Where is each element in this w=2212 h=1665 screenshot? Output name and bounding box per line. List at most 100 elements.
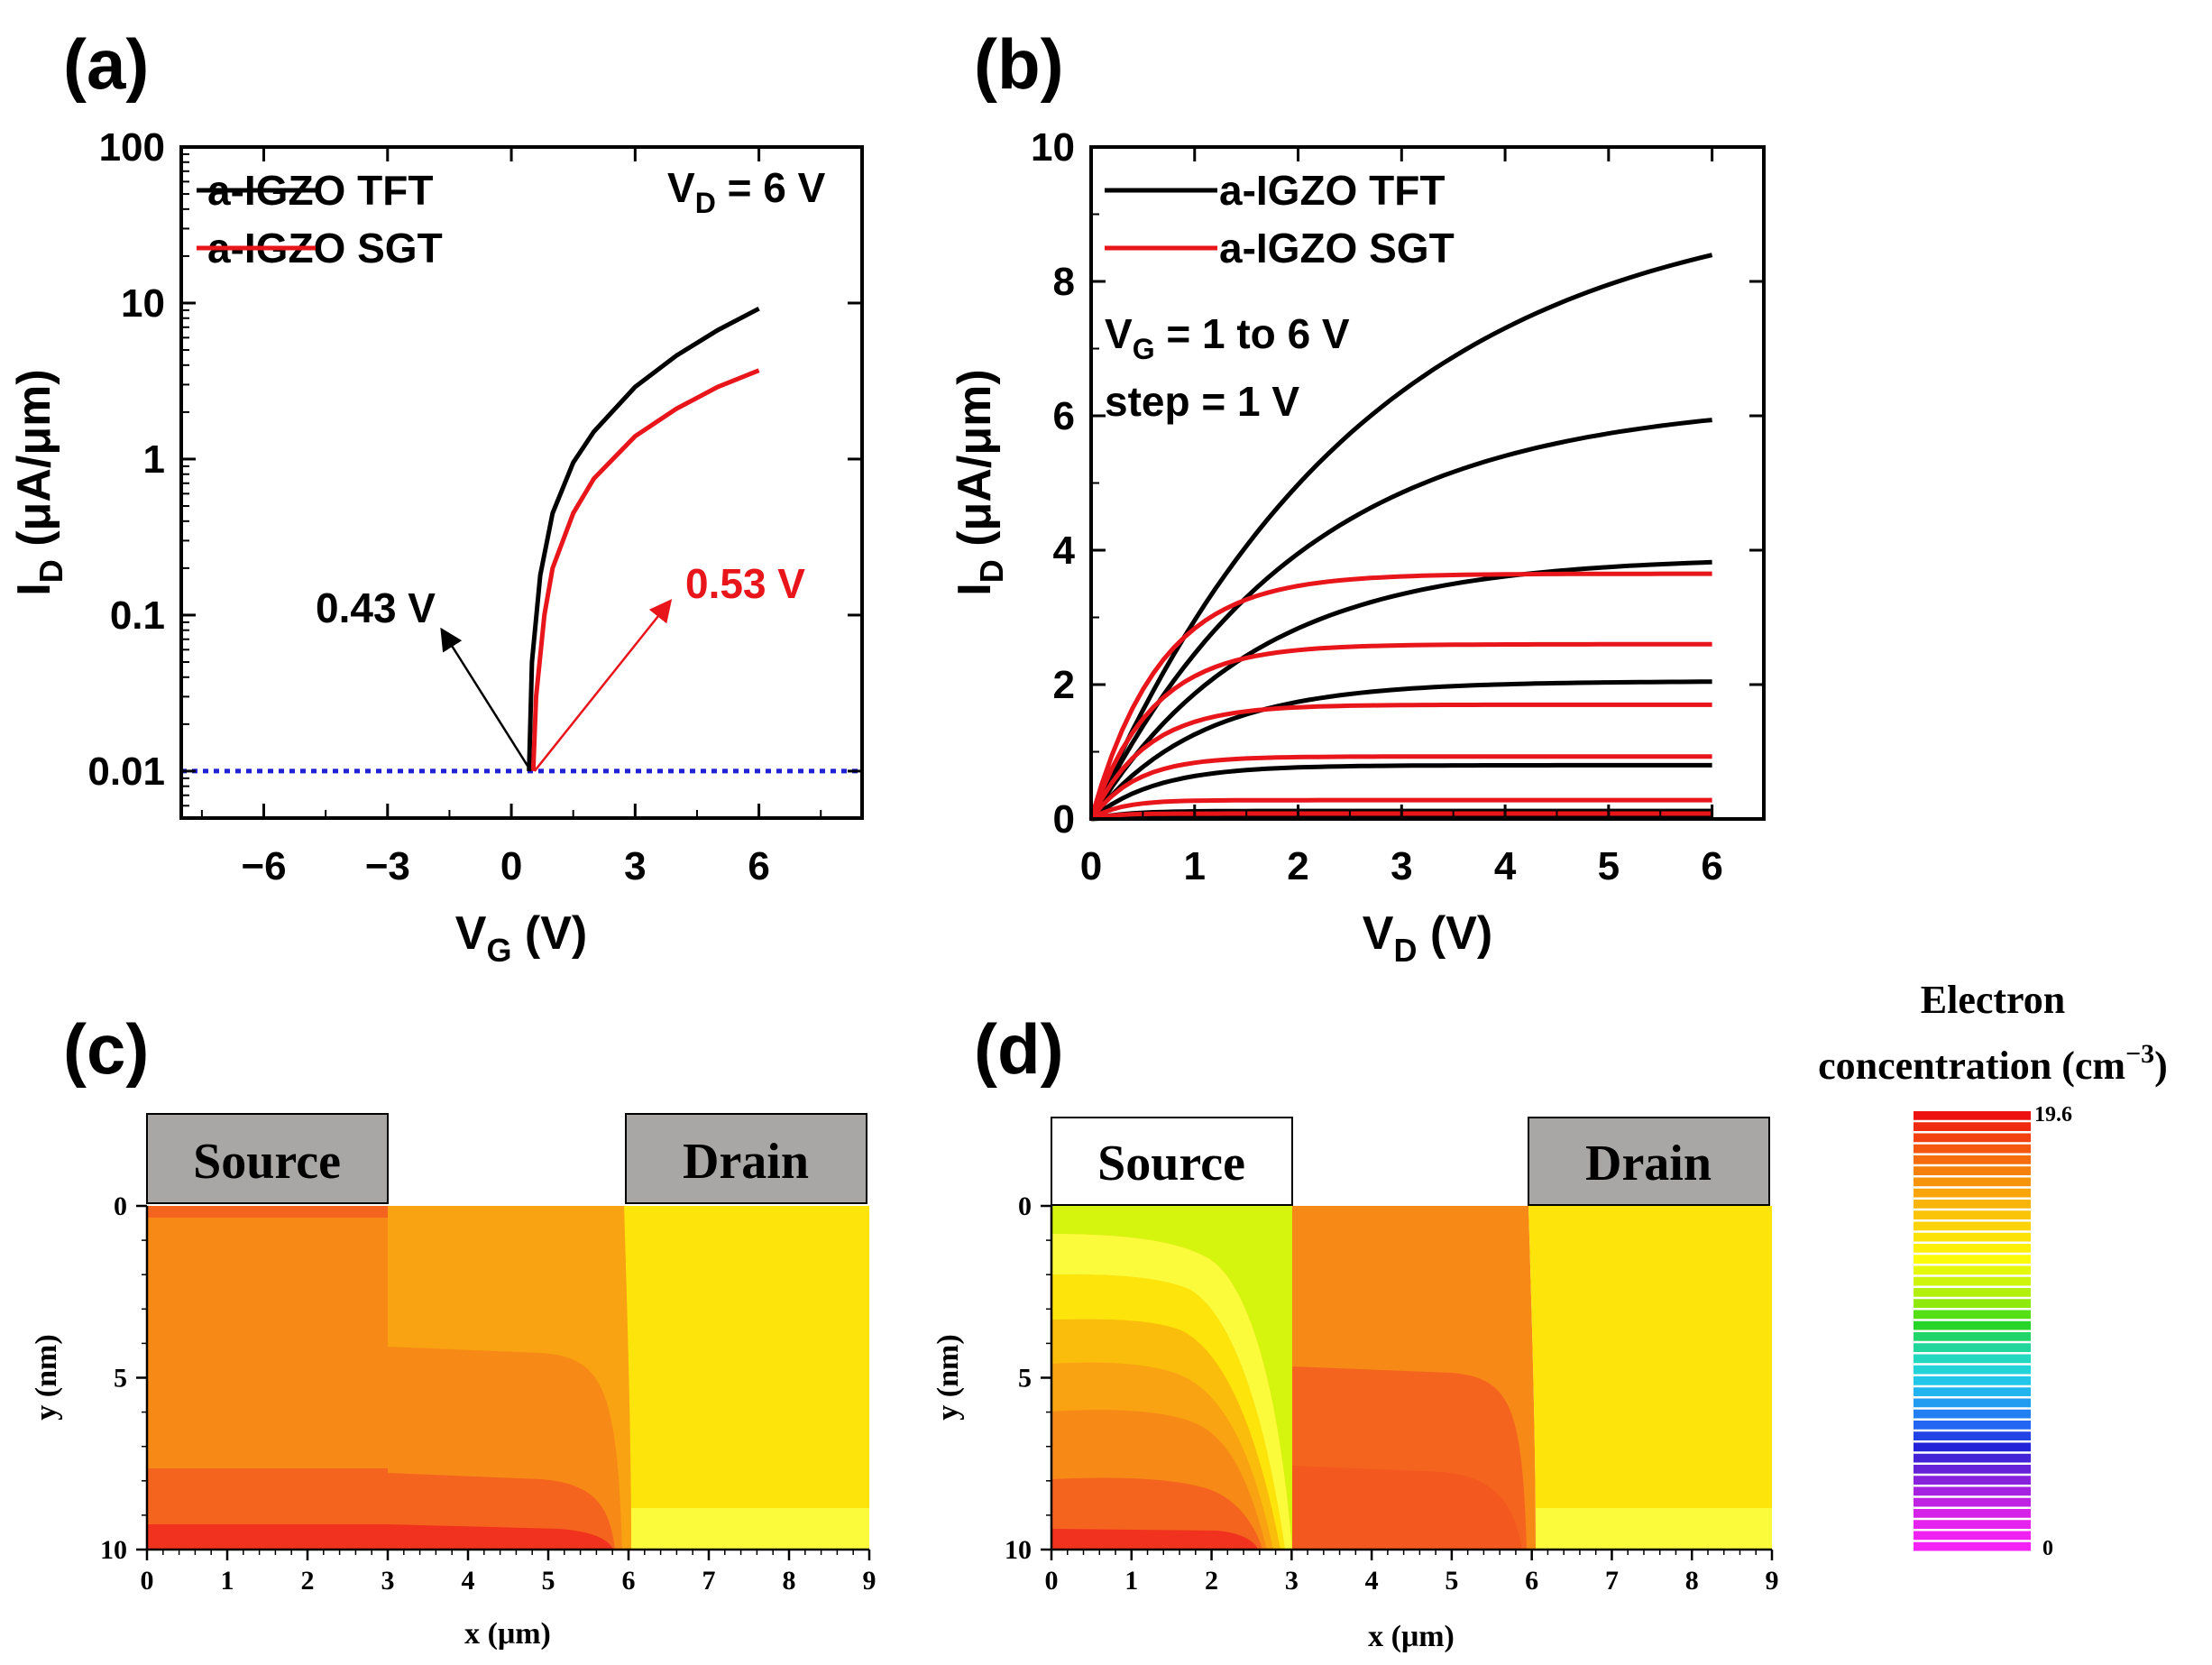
- colorbar-band: [1914, 1376, 2031, 1385]
- colorbar-band: [1914, 1320, 2031, 1330]
- heatmap-x-tick-label: 4: [462, 1566, 475, 1596]
- a-series-layer: [527, 306, 760, 771]
- colorbar: Electron concentration (cm−3) 19.6 0: [1818, 978, 2168, 1560]
- b-series-tft-line: [1088, 418, 1712, 821]
- d-region-drain: [1528, 1206, 1772, 1550]
- colorbar-band: [1914, 1332, 2031, 1341]
- d-drain-contact: [1528, 1117, 1770, 1206]
- colorbar-band: [1914, 1431, 2031, 1440]
- b-y-axis-label: ID (μA/μm): [949, 369, 1010, 595]
- colorbar-band: [1914, 1310, 2031, 1320]
- b-x-tick-label: 2: [1287, 844, 1308, 888]
- d-source-label: Source: [1097, 1136, 1245, 1191]
- heatmap-x-tick-label: 8: [1685, 1566, 1699, 1596]
- a-y-axis-label: ID (μA/μm): [8, 369, 69, 595]
- c-region-channel-bottom: [388, 1524, 613, 1550]
- heatmap-x-tick-label: 6: [622, 1566, 636, 1596]
- heatmap-y-tick-label: 5: [114, 1364, 127, 1394]
- heatmap-x-tick-label: 8: [783, 1566, 796, 1596]
- c-axis-ticks: 0 1 2 3 4 5 6 7 8 9 0 5 10: [100, 1191, 877, 1596]
- a-y-tick-label: 0.01: [87, 750, 165, 794]
- c-drain-label: Drain: [683, 1134, 809, 1190]
- a-vth-sgt-label: 0.53 V: [685, 560, 805, 607]
- colorbar-band: [1914, 1288, 2031, 1297]
- b-axis-ticks: 0 1 2 3 4 5 6 0 2 4 6 8 10: [1031, 125, 1764, 888]
- colorbar-band: [1914, 1221, 2031, 1231]
- a-axis-ticks: −6 −3 0 3 6 0.01 0.1 1 10 100: [87, 125, 862, 888]
- colorbar-min-label: 0: [2042, 1537, 2053, 1560]
- a-x-tick-label: −6: [241, 844, 286, 888]
- colorbar-band: [1914, 1509, 2031, 1518]
- heatmap-x-tick-label: 1: [1124, 1566, 1138, 1596]
- colorbar-band: [1914, 1255, 2031, 1264]
- b-x-tick-label: 4: [1494, 844, 1517, 888]
- c-y-axis-label: y (nm): [30, 1334, 63, 1420]
- b-x-axis-label: VD (V): [1363, 907, 1492, 969]
- heatmap-x-tick-label: 9: [863, 1566, 877, 1596]
- colorbar-band: [1914, 1133, 2031, 1143]
- colorbar-band: [1914, 1497, 2031, 1507]
- b-vg-annotation: VG = 1 to 6 V: [1105, 310, 1350, 365]
- heatmap-y-tick-label: 5: [1018, 1364, 1032, 1394]
- b-x-tick-label: 1: [1184, 844, 1206, 888]
- colorbar-band: [1914, 1541, 2031, 1551]
- a-vth-tft-label: 0.43 V: [316, 584, 436, 631]
- colorbar-bands: [1914, 1111, 2031, 1551]
- b-y-tick-label: 4: [1053, 529, 1076, 573]
- b-x-tick-label: 0: [1080, 844, 1102, 888]
- heatmap-x-tick-label: 5: [1445, 1566, 1458, 1596]
- d-x-axis-label: x (μm): [1368, 1620, 1455, 1653]
- colorbar-band: [1914, 1365, 2031, 1375]
- a-y-tick-label: 0.1: [110, 593, 165, 638]
- b-legend-tft-label: a-IGZO TFT: [1219, 167, 1445, 214]
- b-series-tft-line: [1089, 679, 1712, 821]
- colorbar-band: [1914, 1200, 2031, 1209]
- a-y-tick-label: 1: [143, 437, 165, 482]
- heatmap-x-tick-label: 2: [301, 1566, 315, 1596]
- c-drain-contact: [625, 1113, 867, 1204]
- panel-c-heatmap: Source Drain 0 1 2 3 4 5 6 7 8 9 0 5 10 x (μm) y (nm…: [30, 1113, 877, 1651]
- a-series-tft-line: [527, 306, 760, 771]
- d-region-source-band1: [1051, 1234, 1292, 1550]
- d-concentration-field: [1051, 1206, 1772, 1550]
- b-x-tick-label: 3: [1391, 844, 1412, 888]
- a-vth-sgt-arrow: [533, 599, 673, 772]
- panel-label-c: (c): [63, 1009, 149, 1089]
- a-x-tick-label: −3: [365, 844, 410, 888]
- colorbar-band: [1914, 1166, 2031, 1175]
- heatmap-x-tick-label: 0: [1045, 1566, 1059, 1596]
- b-series-sgt-line: [1089, 754, 1712, 821]
- heatmap-x-tick-label: 4: [1365, 1566, 1379, 1596]
- heatmap-x-tick-label: 2: [1205, 1566, 1218, 1596]
- heatmap-x-tick-label: 7: [702, 1566, 716, 1596]
- b-series-tft-line: [1088, 559, 1712, 821]
- a-vd-annotation: VD = 6 V: [667, 164, 826, 219]
- a-y-tick-label: 10: [121, 281, 165, 326]
- c-region-drain-bottom: [631, 1508, 869, 1550]
- c-source-label: Source: [193, 1134, 341, 1190]
- d-axis-ticks: 0 1 2 3 4 5 6 7 8 9 0 5 10: [1005, 1191, 1779, 1596]
- panel-b-chart: 0 1 2 3 4 5 6 0 2 4 6 8 10 a-IGZO TFT a-IGZO SGT VG …: [949, 125, 1766, 969]
- colorbar-band: [1914, 1520, 2031, 1529]
- b-legend-sgt-label: a-IGZO SGT: [1219, 225, 1455, 271]
- panel-label-d: (d): [974, 1009, 1064, 1089]
- a-vth-tft-arrow: [440, 627, 532, 772]
- c-region-drain: [624, 1206, 869, 1550]
- a-x-tick-label: 0: [500, 844, 522, 888]
- colorbar-band: [1914, 1210, 2031, 1219]
- colorbar-band: [1914, 1265, 2031, 1275]
- colorbar-title-line1: Electron: [1921, 978, 2066, 1022]
- colorbar-band: [1914, 1232, 2031, 1242]
- b-series-sgt-line: [1088, 641, 1712, 820]
- colorbar-band: [1914, 1453, 2031, 1463]
- b-x-tick-label: 6: [1701, 844, 1722, 888]
- d-region-drain-bottom: [1536, 1508, 1772, 1550]
- d-region-source-band7: [1051, 1529, 1258, 1550]
- heatmap-x-tick-label: 0: [141, 1566, 154, 1596]
- b-step-annotation: step = 1 V: [1105, 378, 1299, 425]
- heatmap-x-tick-label: 1: [221, 1566, 234, 1596]
- c-region-top-strip: [147, 1206, 388, 1218]
- colorbar-band: [1914, 1465, 2031, 1474]
- panel-label-a: (a): [63, 24, 149, 104]
